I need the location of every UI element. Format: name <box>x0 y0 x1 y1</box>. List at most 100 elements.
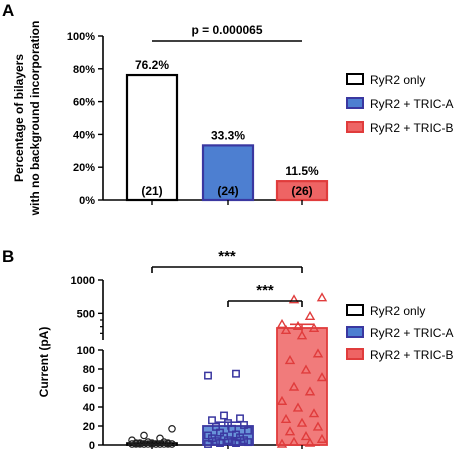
panel-a-ytick-label: 60% <box>73 97 95 109</box>
panel-b-point-tric-b <box>276 395 288 405</box>
panel-b-point-ryr2-only <box>148 439 156 447</box>
panel-b-point-ryr2-only <box>136 439 144 447</box>
panel-b-ytick-label: 500 <box>77 308 95 320</box>
panel-b-point-tric-b <box>300 430 312 441</box>
panel-b-significance-label: *** <box>256 282 274 299</box>
panel-b-point-ryr2-only <box>140 440 148 448</box>
panel-a-legend: RyR2 only RyR2 + TRIC-A RyR2 + TRIC-B <box>346 73 453 135</box>
panel-b-point-tric-a <box>224 419 232 428</box>
panel-b-point-tric-b <box>316 292 328 302</box>
panel-b-point-tric-a <box>212 422 220 431</box>
panel-b-point-tric-a <box>228 424 236 433</box>
panel-a-legend-label: RyR2 only <box>370 73 425 87</box>
panel-b-point-tric-a <box>232 439 240 448</box>
panel-b-point-tric-b <box>292 320 304 331</box>
panel-b-point-tric-a <box>216 439 224 448</box>
panel-b-ylabel: Current (pA) <box>37 327 51 398</box>
panel-b-point-tric-a <box>228 438 236 447</box>
panel-b-point-tric-a <box>220 411 228 420</box>
panel-b-point-tric-b <box>292 402 304 412</box>
panel-a-ylabel-line2: with no background incorporation <box>28 21 42 217</box>
panel-b-ytick-label: 20 <box>83 421 95 433</box>
panel-b-ytick-label: 40 <box>83 402 95 414</box>
panel-b-bars <box>126 292 328 449</box>
panel-a-ytick-label: 20% <box>73 162 95 174</box>
panel-b-significance-label: *** <box>218 248 236 265</box>
panel-a-value-label: 33.3% <box>211 128 245 142</box>
panel-b-point-tric-b <box>284 426 296 436</box>
panel-b-point-tric-b <box>304 310 316 321</box>
panel-b-legend-label: RyR2 only <box>370 304 425 318</box>
panel-b-point-tric-b <box>288 381 300 391</box>
panel-b-point-tric-b <box>276 438 288 448</box>
panel-b-legend-label: RyR2 + TRIC-A <box>370 326 453 340</box>
panel-a-value-label: 76.2% <box>135 58 169 72</box>
panel-b-point-tric-b <box>280 413 292 423</box>
panel-a-ytick-label: 100% <box>67 31 95 43</box>
panel-b-legend-label: RyR2 + TRIC-B <box>370 348 453 362</box>
panel-b-ytick-label: 100 <box>77 345 95 357</box>
panel-b-point-tric-b <box>312 421 324 431</box>
panel-b-point-ryr2-only <box>164 439 172 447</box>
panel-b-point-ryr2-only <box>144 438 152 446</box>
panel-b-point-tric-b <box>296 417 308 427</box>
panel-b-point-tric-a <box>240 421 248 429</box>
panel-b-point-tric-a <box>232 430 240 439</box>
panel-a-significance: p = 0.000065 <box>152 23 302 42</box>
panel-b-ytick-label: 1000 <box>71 275 95 287</box>
panel-b-ytick-label: 60 <box>83 383 95 395</box>
panel-a-significance-label: p = 0.000065 <box>191 23 262 37</box>
panel-b-legend-swatch-ryr2-only <box>346 304 364 316</box>
panel-b-point-tric-a <box>204 371 212 380</box>
panel-a-label: A <box>2 1 14 20</box>
panel-a-ylabel-line1: Percentage of bilayers <box>12 54 26 182</box>
panel-b-ytick-label: 0 <box>89 440 95 449</box>
panel-b-point-tric-b <box>304 386 316 396</box>
panel-a-ytick-label: 40% <box>73 129 95 141</box>
panel-b-point-tric-a <box>244 438 252 447</box>
panel-b-point-tric-b <box>316 433 328 443</box>
panel-a-legend-label: RyR2 + TRIC-A <box>370 97 453 111</box>
panel-b-point-tric-b <box>312 348 324 358</box>
panel-a-legend-swatch-tric-b <box>346 121 364 133</box>
panel-b-point-tric-b <box>304 437 316 447</box>
panel-b-point-tric-b <box>288 294 300 304</box>
panel-b-bar-tric-b <box>276 327 328 446</box>
panel-b-ytick-label: 80 <box>83 364 95 376</box>
panel-b-point-tric-b <box>316 372 328 382</box>
panel-b-point-ryr2-only <box>128 436 136 445</box>
panel-b-point-tric-b <box>288 436 300 446</box>
panel-b-significance: *** *** <box>151 248 303 307</box>
panel-a-legend-label: RyR2 + TRIC-B <box>370 121 453 135</box>
panel-b-point-ryr2-only <box>140 431 148 440</box>
panel-b-point-tric-b <box>296 330 308 340</box>
panel-b-point-ryr2-only <box>128 440 136 448</box>
panel-b-point-tric-a <box>204 431 212 440</box>
panel-b-point-tric-a <box>236 414 244 423</box>
panel-b-point-ryr2-only <box>152 440 160 448</box>
panel-b-point-tric-b <box>308 322 320 333</box>
panel-a-ytick-label: 80% <box>73 64 95 76</box>
panel-b-point-ryr2-only <box>168 424 176 433</box>
panel-b-point-ryr2-only <box>168 440 176 448</box>
panel-b-legend-swatch-tric-b <box>346 348 364 360</box>
panel-a-n-label: (26) <box>291 184 312 198</box>
panel-a-ytick-label: 0% <box>79 195 95 207</box>
panel-a-n-label: (24) <box>217 184 238 198</box>
panel-b-point-tric-a <box>244 426 252 435</box>
panel-a-value-label: 11.5% <box>285 164 319 178</box>
panel-b-point-ryr2-only <box>156 434 164 443</box>
panel-a-legend-swatch-ryr2-only <box>346 73 364 85</box>
panel-b-point-ryr2-only <box>160 438 168 446</box>
panel-b-point-tric-b <box>276 318 288 329</box>
panel-b-legend: RyR2 only RyR2 + TRIC-A RyR2 + TRIC-B <box>346 304 453 362</box>
panel-b-point-tric-b <box>308 408 320 418</box>
panel-b-point-tric-a <box>204 440 212 448</box>
panel-b-legend-swatch-tric-a <box>346 326 364 338</box>
panel-b-point-tric-a <box>216 428 224 437</box>
panel-b-point-tric-a <box>232 369 240 378</box>
panel-a-bars: 76.2% (21) 33.3% (24) 11.5% (26) <box>125 58 329 205</box>
panel-a-legend-swatch-tric-a <box>346 97 364 109</box>
